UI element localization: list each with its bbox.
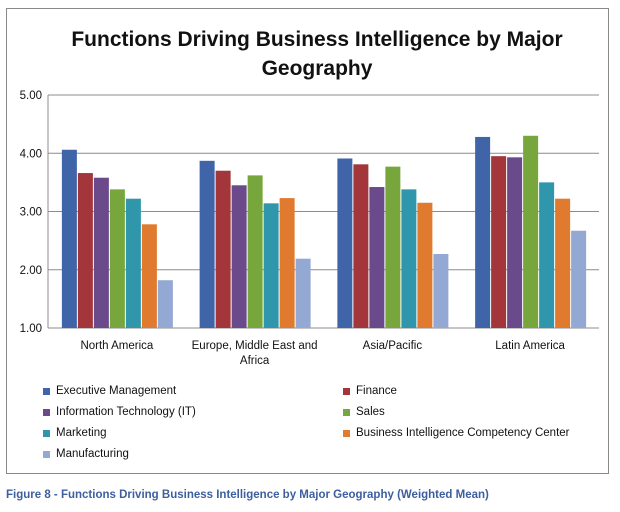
bar xyxy=(231,185,247,328)
legend-swatch xyxy=(343,408,350,416)
legend-item: Finance xyxy=(343,385,397,397)
y-tick-label: 2.00 xyxy=(20,265,42,277)
bar xyxy=(369,187,385,328)
legend-swatch xyxy=(43,450,50,458)
bar xyxy=(61,149,77,328)
bar xyxy=(215,170,231,328)
bar xyxy=(401,189,417,328)
bar xyxy=(433,254,449,328)
bar xyxy=(109,189,125,328)
x-tick-label: Latin America xyxy=(495,340,565,352)
figure-caption: Figure 8 - Functions Driving Business In… xyxy=(6,489,489,501)
legend-label: Marketing xyxy=(56,427,107,439)
chart-plot: 1.00 2.00 3.00 4.00 5.00 North America Europe,… xyxy=(20,90,599,367)
bar xyxy=(417,202,433,328)
y-tick-label: 4.00 xyxy=(20,148,42,160)
bar xyxy=(93,177,109,328)
legend-label: Information Technology (IT) xyxy=(56,406,196,418)
x-tick-label: North America xyxy=(80,340,153,352)
bar xyxy=(199,160,215,328)
chart-title: Functions Driving Business Intelligence … xyxy=(71,28,563,80)
bar xyxy=(247,175,263,328)
y-tick-label: 3.00 xyxy=(20,207,42,219)
bar xyxy=(539,182,555,328)
chart-frame: 1.00 2.00 3.00 4.00 5.00 North America Europe,… xyxy=(6,8,609,474)
legend-item: Information Technology (IT) xyxy=(43,406,196,418)
x-tick-label: Europe, Middle East and Africa xyxy=(192,340,318,367)
bar xyxy=(523,135,539,328)
y-tick-label: 1.00 xyxy=(20,323,42,335)
legend-item: Executive Management xyxy=(43,385,176,397)
x-tick-label: Asia/Pacific xyxy=(363,340,423,352)
bar xyxy=(571,230,587,328)
legend-item: Sales xyxy=(343,406,385,418)
bar xyxy=(263,203,279,328)
legend-swatch xyxy=(43,429,50,437)
bar xyxy=(337,158,353,328)
bar xyxy=(555,198,571,328)
legend-label: Finance xyxy=(356,385,397,397)
bar xyxy=(157,280,173,328)
y-tick-label: 5.00 xyxy=(20,90,42,102)
legend-label: Executive Management xyxy=(56,385,177,397)
bar xyxy=(279,198,295,328)
legend-label: Sales xyxy=(356,406,385,418)
bar xyxy=(77,173,93,328)
legend-swatch xyxy=(343,387,350,395)
bar xyxy=(475,136,491,328)
bar xyxy=(491,156,507,328)
bar xyxy=(353,164,369,328)
bar xyxy=(141,224,157,328)
legend-label: Manufacturing xyxy=(56,448,129,460)
legend-label: Business Intelligence Competency Center xyxy=(356,427,570,439)
legend-item: Business Intelligence Competency Center xyxy=(343,427,570,439)
legend-swatch xyxy=(343,429,350,437)
bar xyxy=(125,198,141,328)
legend-swatch xyxy=(43,387,50,395)
bar xyxy=(507,157,523,328)
bar xyxy=(295,258,311,328)
legend-swatch xyxy=(43,408,50,416)
bar xyxy=(385,166,401,328)
legend-item: Marketing xyxy=(43,427,107,439)
legend-item: Manufacturing xyxy=(43,448,129,460)
